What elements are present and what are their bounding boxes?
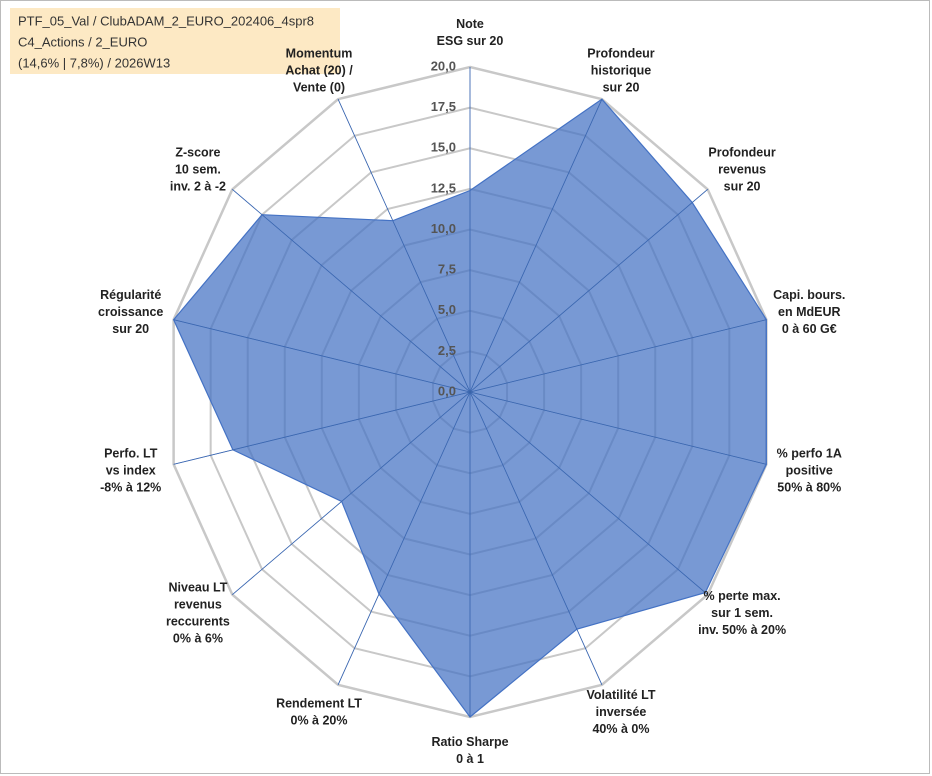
category-label: ESG sur 20 [437, 34, 504, 48]
category-label: 10 sem. [175, 162, 221, 176]
category-label: Momentum [286, 47, 353, 61]
category-label: Capi. bours. [773, 288, 845, 302]
category-label: 50% à 80% [777, 480, 841, 494]
category-label: sur 20 [112, 322, 149, 336]
axis-spoke [469, 391, 767, 465]
tick-label: 10,0 [431, 221, 456, 236]
category-label: Rendement LT [276, 696, 362, 710]
info-line: (14,6% | 7,8%) / 2026W13 [18, 55, 170, 70]
category-label: sur 20 [724, 179, 761, 193]
axis-spoke [232, 391, 471, 595]
category-label: Note [456, 17, 484, 31]
category-label: revenus [174, 598, 222, 612]
category-label: inversée [596, 705, 647, 719]
category-label: en MdEUR [778, 305, 841, 319]
category-label: % perfo 1A [777, 446, 842, 460]
axis-spoke [469, 99, 603, 393]
category-label: % perte max. [704, 589, 781, 603]
category-label: Achat (20) / [285, 64, 353, 78]
category-label: 0 à 60 G€ [782, 322, 837, 336]
axis-spoke [232, 189, 471, 393]
tick-label: 2,5 [438, 343, 456, 358]
tick-label: 17,5 [431, 99, 456, 114]
category-label: 0% à 20% [291, 713, 348, 727]
category-label: -8% à 12% [100, 480, 161, 494]
category-label: historique [591, 64, 651, 78]
category-label: reccurents [166, 615, 230, 629]
info-line: C4_Actions / 2_EURO [18, 34, 147, 49]
category-label: sur 20 [603, 81, 640, 95]
category-label: revenus [718, 162, 766, 176]
info-box [10, 8, 340, 74]
category-label: vs index [106, 463, 156, 477]
category-label: Vente (0) [293, 81, 345, 95]
category-label: Profondeur [587, 47, 654, 61]
category-label: inv. 50% à 20% [698, 623, 786, 637]
category-label: inv. 2 à -2 [170, 179, 226, 193]
category-label: Z-score [175, 145, 220, 159]
category-label: croissance [98, 305, 163, 319]
tick-label: 7,5 [438, 262, 456, 277]
tick-label: 5,0 [438, 302, 456, 317]
category-label: Perfo. LT [104, 446, 158, 460]
category-label: 40% à 0% [592, 722, 649, 736]
category-label: Profondeur [708, 145, 775, 159]
axis-spoke [173, 319, 471, 393]
category-label: Niveau LT [169, 581, 228, 595]
axis-spoke [469, 391, 603, 685]
category-label: Volatilité LT [586, 688, 655, 702]
axis-spoke [469, 319, 767, 393]
info-line: PTF_05_Val / ClubADAM_2_EURO_202406_4spr… [18, 13, 314, 28]
axis-spoke [337, 391, 471, 685]
axis-spoke [173, 391, 471, 465]
tick-label: 12,5 [431, 180, 456, 195]
axis-spoke [469, 391, 708, 595]
tick-label: 0,0 [438, 383, 456, 398]
category-label: 0 à 1 [456, 752, 484, 766]
category-label: 0% à 6% [173, 632, 223, 646]
axis-spoke [469, 189, 708, 393]
category-label: positive [786, 463, 833, 477]
axis-spoke [337, 99, 471, 393]
category-label: sur 1 sem. [711, 606, 773, 620]
category-label: Régularité [100, 288, 161, 302]
tick-label: 20,0 [431, 58, 456, 73]
category-label: Ratio Sharpe [431, 735, 508, 749]
tick-label: 15,0 [431, 140, 456, 155]
